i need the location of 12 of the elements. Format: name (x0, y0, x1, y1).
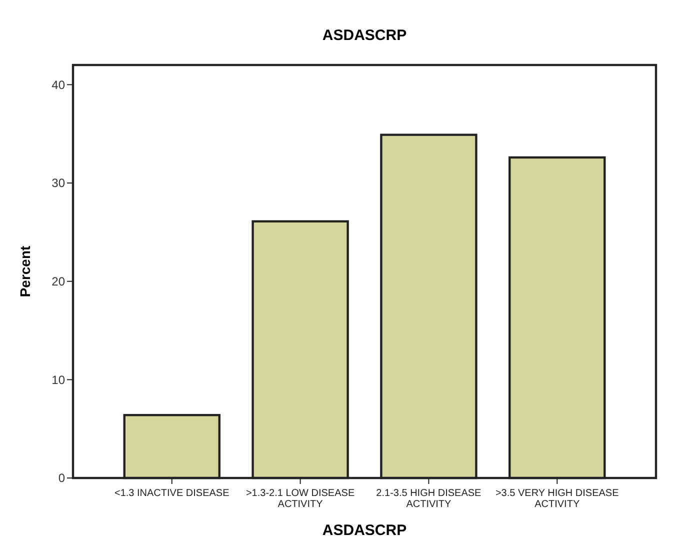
x-tick-label: >3.5 VERY HIGH DISEASE ACTIVITY (495, 488, 620, 510)
x-axis-title: ASDASCRP (322, 522, 407, 539)
x-tick-label: 2.1-3.5 HIGH DISEASE ACTIVITY (376, 488, 482, 510)
y-tick-label: 0 (58, 471, 66, 486)
y-axis-title: Percent (17, 245, 33, 298)
y-tick-label: 40 (52, 78, 66, 92)
y-tick-label: 20 (52, 274, 66, 289)
x-tick-label: <1.3 INACTIVE DISEASE (114, 488, 230, 499)
x-tick-label: >1.3-2.1 LOW DISEASE ACTIVITY (246, 488, 355, 510)
y-tick-label: 10 (52, 372, 66, 387)
y-tick-label: 30 (52, 176, 66, 190)
chart-title: ASDASCRP (322, 27, 407, 44)
